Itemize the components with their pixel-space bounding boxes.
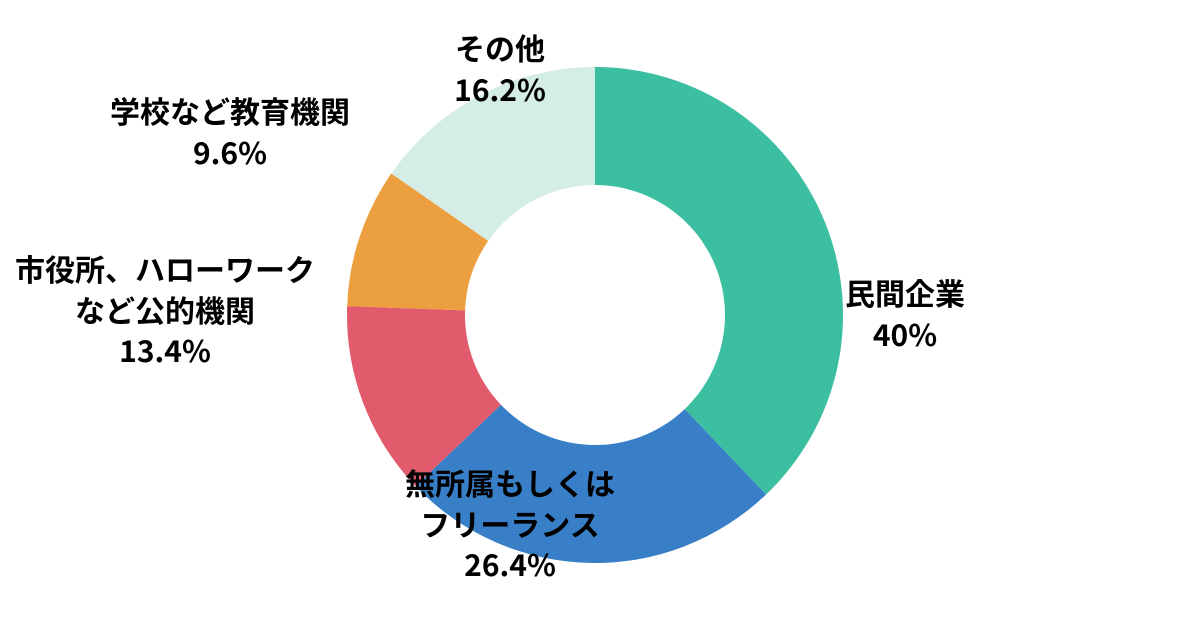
slice-private_company — [595, 67, 843, 494]
label-private_company-line: 民間企業 — [845, 272, 965, 313]
label-freelance-line: フリーランス — [405, 503, 615, 544]
label-freelance-line: 無所属もしくは — [405, 462, 615, 503]
label-public_institution: 市役所、ハローワークなど公的機関13.4% — [15, 248, 315, 370]
label-public_institution-value: 13.4% — [15, 329, 315, 370]
label-freelance: 無所属もしくはフリーランス26.4% — [405, 462, 615, 584]
label-education-line: 学校など教育機関 — [110, 90, 350, 131]
label-other: その他16.2% — [454, 27, 546, 108]
label-other-value: 16.2% — [454, 68, 546, 109]
label-freelance-value: 26.4% — [405, 543, 615, 584]
label-education: 学校など教育機関9.6% — [110, 90, 350, 171]
label-private_company-value: 40% — [845, 313, 965, 354]
label-education-value: 9.6% — [110, 131, 350, 172]
label-private_company: 民間企業40% — [845, 272, 965, 353]
label-public_institution-line: 市役所、ハローワーク — [15, 248, 315, 289]
chart-stage: 民間企業40% 無所属もしくはフリーランス26.4% 市役所、ハローワークなど公的機… — [0, 0, 1200, 630]
label-public_institution-line: など公的機関 — [15, 289, 315, 330]
label-other-line: その他 — [454, 27, 546, 68]
